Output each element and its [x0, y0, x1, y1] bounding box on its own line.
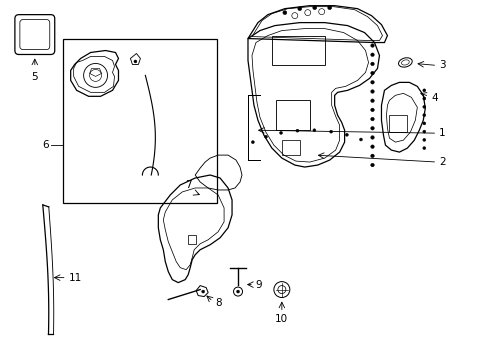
- Circle shape: [423, 122, 426, 125]
- Circle shape: [265, 135, 268, 138]
- Circle shape: [345, 133, 348, 136]
- Circle shape: [423, 97, 426, 100]
- Text: 8: 8: [215, 297, 222, 307]
- Text: 10: 10: [275, 315, 289, 324]
- Circle shape: [371, 81, 374, 84]
- Text: 9: 9: [255, 280, 262, 289]
- Text: 2: 2: [439, 157, 446, 167]
- Circle shape: [371, 90, 374, 93]
- Circle shape: [423, 130, 426, 133]
- Text: 7: 7: [186, 180, 192, 190]
- Text: 4: 4: [431, 93, 438, 103]
- Circle shape: [423, 138, 426, 141]
- Circle shape: [371, 71, 374, 75]
- Circle shape: [237, 290, 240, 293]
- Circle shape: [251, 141, 254, 144]
- Circle shape: [371, 163, 374, 167]
- Circle shape: [298, 7, 302, 11]
- Circle shape: [423, 89, 426, 92]
- Circle shape: [371, 126, 374, 130]
- Circle shape: [134, 60, 137, 63]
- Circle shape: [371, 108, 374, 112]
- Text: 6: 6: [42, 140, 49, 150]
- Bar: [63, 39, 217, 203]
- Text: 5: 5: [31, 72, 38, 82]
- Circle shape: [371, 44, 374, 47]
- Text: 1: 1: [439, 128, 446, 138]
- Circle shape: [423, 105, 426, 108]
- Circle shape: [371, 154, 374, 158]
- Circle shape: [423, 147, 426, 150]
- Circle shape: [330, 130, 333, 133]
- Circle shape: [423, 114, 426, 117]
- Text: 11: 11: [69, 273, 82, 283]
- Circle shape: [328, 6, 332, 10]
- Circle shape: [371, 62, 374, 66]
- Circle shape: [283, 11, 287, 15]
- Circle shape: [313, 129, 316, 132]
- Circle shape: [371, 53, 374, 57]
- Circle shape: [371, 117, 374, 121]
- Circle shape: [280, 131, 283, 134]
- Circle shape: [313, 6, 317, 10]
- Circle shape: [371, 99, 374, 103]
- Circle shape: [371, 145, 374, 148]
- Circle shape: [371, 136, 374, 139]
- Circle shape: [296, 129, 299, 132]
- Text: 3: 3: [439, 60, 446, 71]
- Circle shape: [202, 290, 205, 293]
- Circle shape: [360, 138, 363, 141]
